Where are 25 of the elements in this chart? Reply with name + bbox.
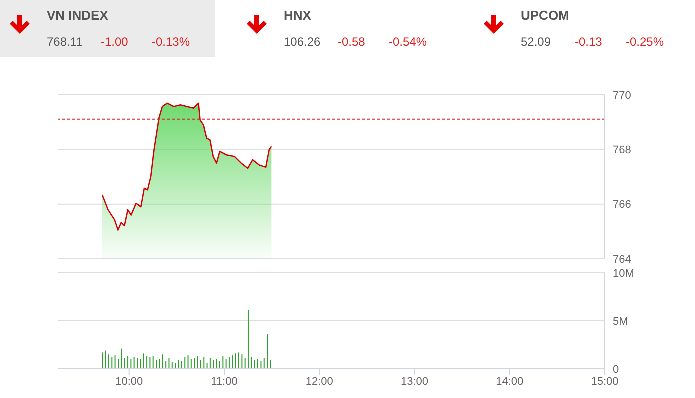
y-tick-label: 5M <box>613 316 628 328</box>
data-label: 106.26 <box>284 35 321 49</box>
data-label: -0.58 <box>338 35 366 49</box>
data-label: -0.13% <box>152 35 190 49</box>
x-tick-label: 12:00 <box>306 376 334 388</box>
data-label: 768.11 <box>47 35 83 49</box>
x-tick-label: 13:00 <box>400 376 429 388</box>
y-tick-label: 770 <box>613 90 632 102</box>
data-label: -0.54% <box>389 35 428 49</box>
data-label: -1.00 <box>101 35 128 49</box>
x-tick-label: 14:00 <box>496 376 524 388</box>
y-tick-label: 768 <box>613 144 632 157</box>
y-tick-label: 766 <box>613 199 632 212</box>
x-tick-label: 10:00 <box>116 376 144 388</box>
data-label: -0.25% <box>626 35 664 49</box>
x-tick-label: 11:00 <box>211 376 238 388</box>
data-label: 52.09 <box>521 35 552 49</box>
data-label: -0.13 <box>575 35 602 49</box>
category-label: UPCOM <box>521 8 570 23</box>
y-tick-label: 764 <box>613 254 632 266</box>
y-tick-label: 10M <box>613 268 634 280</box>
y-tick-label: 0 <box>613 364 620 376</box>
category-label: VN INDEX <box>47 8 108 23</box>
x-tick-label: 15:00 <box>591 376 619 388</box>
category-label: HNX <box>284 8 312 23</box>
